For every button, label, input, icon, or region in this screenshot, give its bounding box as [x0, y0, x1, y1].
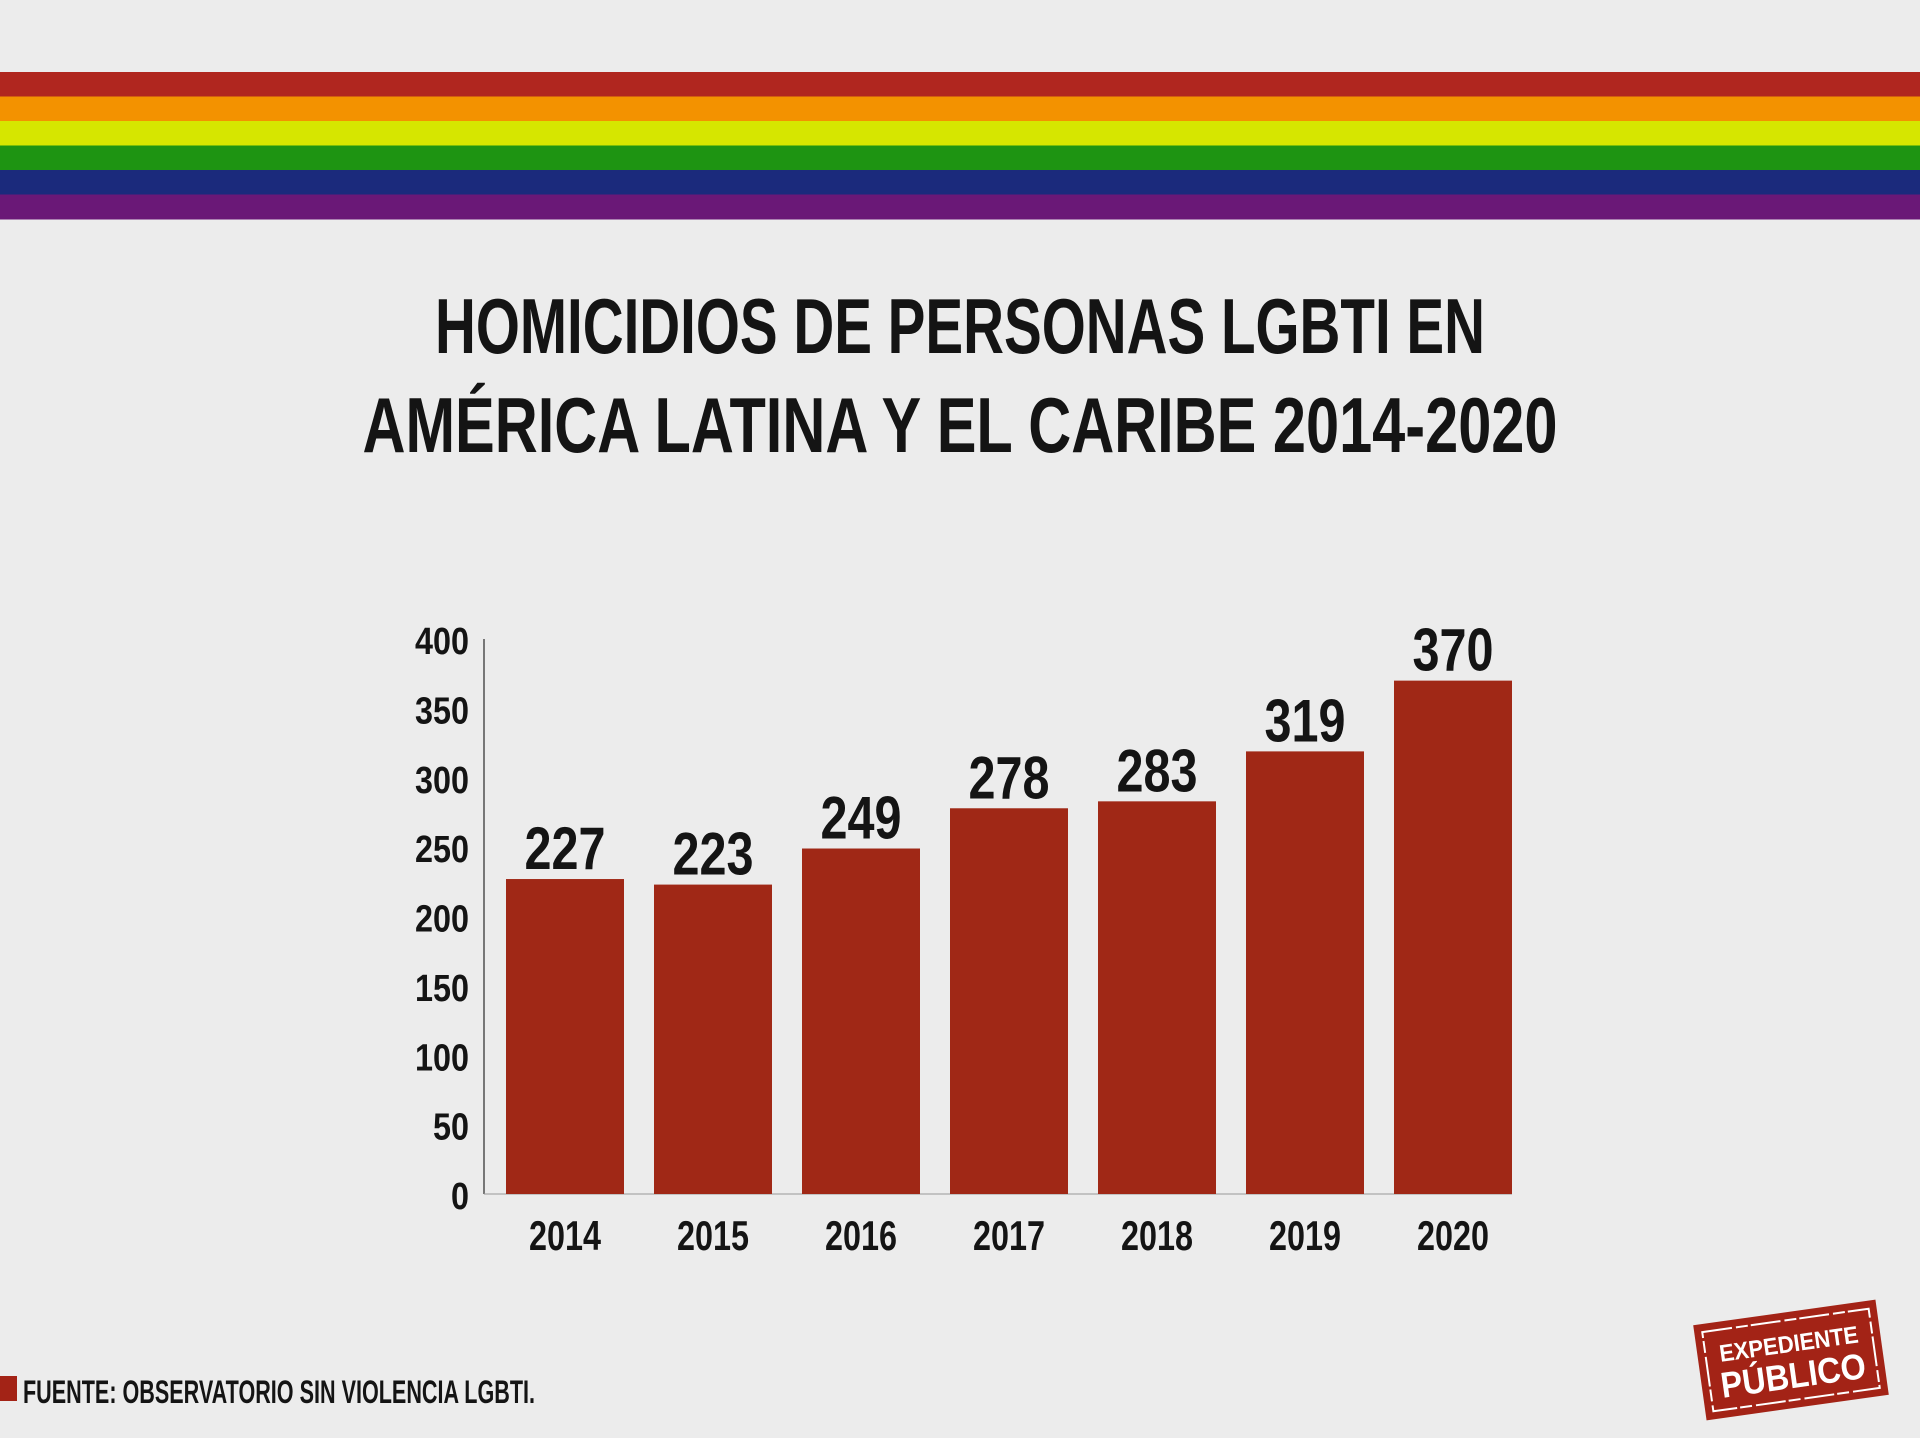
data-label-2020: 370	[1413, 617, 1494, 684]
bar-2017	[950, 808, 1068, 1194]
x-tick-label-2019: 2019	[1269, 1212, 1341, 1259]
y-tick-label: 350	[415, 690, 469, 732]
bar-chart: 0 50 100 150 200 250 300 350 400 227 223 249 278 283…	[415, 617, 1512, 1259]
x-tick-label-2020: 2020	[1417, 1212, 1489, 1259]
y-tick-label: 200	[415, 899, 469, 941]
y-tick-labels: 0 50 100 150 200 250 300 350 400	[415, 621, 469, 1218]
rainbow-stripe	[0, 72, 1920, 97]
x-tick-label-2016: 2016	[825, 1212, 897, 1259]
x-tick-labels: 2014 2015 2016 2017 2018 2019 2020	[529, 1212, 1489, 1259]
data-label-2019: 319	[1265, 687, 1346, 754]
rainbow-stripe	[0, 145, 1920, 171]
bars	[506, 680, 1512, 1194]
data-label-2016: 249	[821, 785, 902, 852]
y-tick-label: 150	[415, 968, 469, 1010]
data-labels: 227 223 249 278 283 319 370	[525, 617, 1494, 888]
x-tick-label-2018: 2018	[1121, 1212, 1193, 1259]
x-tick-label-2015: 2015	[677, 1212, 749, 1259]
data-label-2017: 278	[969, 744, 1050, 811]
rainbow-stripe	[0, 194, 1920, 220]
y-tick-label: 250	[415, 829, 469, 871]
source-marker	[0, 1376, 17, 1401]
title-line-2: AMÉRICA LATINA Y EL CARIBE 2014-2020	[363, 381, 1558, 469]
y-tick-label: 100	[415, 1037, 469, 1079]
bar-2019	[1246, 751, 1364, 1194]
y-tick-label: 300	[415, 760, 469, 802]
bar-2015	[654, 884, 772, 1194]
rainbow-stripe	[0, 121, 1920, 146]
bar-2018	[1098, 801, 1216, 1194]
title-line-1: HOMICIDIOS DE PERSONAS LGBTI EN	[435, 282, 1485, 370]
x-tick-label-2017: 2017	[973, 1212, 1045, 1259]
y-tick-label: 50	[433, 1107, 469, 1149]
rainbow-stripe	[0, 96, 1920, 122]
data-label-2018: 283	[1117, 737, 1198, 804]
logo-border	[1701, 1307, 1881, 1413]
x-tick-label-2014: 2014	[529, 1212, 601, 1259]
y-tick-label: 0	[451, 1176, 469, 1218]
bar-2020	[1394, 680, 1512, 1194]
rainbow-banner	[0, 72, 1920, 220]
expediente-publico-logo: EXPEDIENTE PÚBLICO	[1693, 1299, 1889, 1421]
source-text: FUENTE: OBSERVATORIO SIN VIOLENCIA LGBTI…	[23, 1374, 535, 1410]
data-label-2014: 227	[525, 815, 606, 882]
logo-stamp	[1693, 1299, 1889, 1421]
bar-2016	[802, 848, 920, 1194]
y-tick-label: 400	[415, 621, 469, 663]
bar-2014	[506, 879, 624, 1194]
rainbow-stripe	[0, 170, 1920, 195]
data-label-2015: 223	[673, 821, 754, 888]
